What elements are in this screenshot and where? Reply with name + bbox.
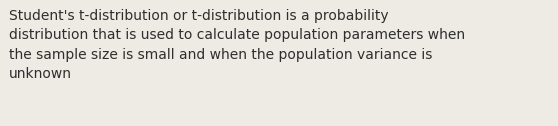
Text: Student's t-distribution or t-distribution is a probability
distribution that is: Student's t-distribution or t-distributi… — [9, 9, 465, 81]
